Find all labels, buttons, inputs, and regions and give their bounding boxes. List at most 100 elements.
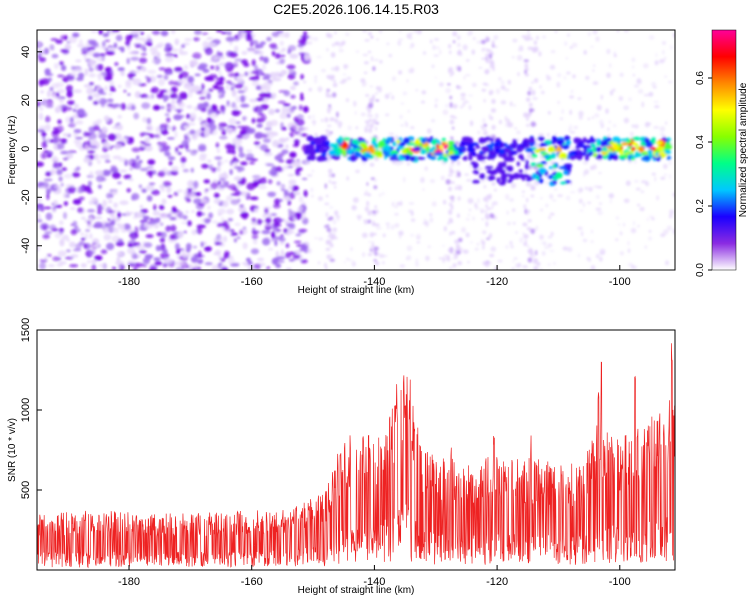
heatmap-faint-blob: [615, 216, 620, 220]
heatmap-noise-blob: [238, 35, 244, 39]
heatmap-noise-blob: [73, 129, 82, 134]
heatmap-noise-blob: [175, 266, 185, 270]
heatmap-faint-blob: [415, 89, 419, 92]
heatmap-noise-blob: [116, 252, 123, 255]
heatmap-noise-blob: [233, 45, 239, 53]
heatmap-noise-blob: [282, 103, 291, 107]
heatmap-noise-blob: [236, 125, 246, 129]
heatmap-noise-blob: [220, 217, 225, 223]
heatmap-faint-blob: [338, 48, 344, 53]
heatmap-streak-blob: [374, 205, 378, 209]
heatmap-faint-blob: [623, 117, 630, 124]
heatmap-signal-blob: [307, 144, 315, 148]
heatmap-noise-blob: [52, 209, 56, 213]
heatmap-signal-blob: [436, 143, 440, 149]
heatmap-streak-blob: [485, 221, 489, 227]
heatmap-noise-blob: [200, 107, 207, 113]
heatmap-faint-blob: [583, 171, 586, 177]
heatmap-faint-blob: [467, 31, 471, 37]
heatmap-streak-blob: [455, 243, 460, 250]
heatmap-noise-blob: [219, 184, 226, 189]
heatmap-noise-blob: [37, 245, 41, 252]
heatmap-noise-blob: [144, 137, 151, 145]
heatmap-noise-blob: [167, 156, 176, 161]
heatmap-faint-blob: [533, 180, 540, 186]
heatmap-faint-blob: [424, 166, 429, 171]
heatmap-faint-blob: [623, 105, 630, 111]
heatmap-signal-blob: [568, 153, 575, 157]
heatmap-signal-blob: [338, 136, 343, 143]
heatmap-signal-blob: [565, 139, 571, 147]
heatmap-noise-blob: [146, 117, 152, 125]
heatmap-noise-blob: [213, 198, 222, 204]
heatmap-faint-blob: [645, 181, 650, 187]
heatmap-noise-blob: [56, 88, 65, 94]
heatmap-noise-blob: [135, 211, 144, 218]
heatmap-noise-blob: [184, 38, 193, 42]
heatmap-noise-blob: [240, 211, 249, 219]
heatmap-faint-blob: [661, 41, 667, 45]
heatmap-y-tick-label: -40: [20, 238, 32, 254]
heatmap-noise-blob: [37, 101, 41, 108]
heatmap-streak-blob: [485, 204, 488, 208]
heatmap-faint-blob: [582, 202, 586, 208]
heatmap-noise-blob: [257, 50, 264, 56]
heatmap-signal-blob: [507, 179, 513, 184]
heatmap-faint-blob: [663, 173, 668, 177]
heatmap-faint-blob: [395, 161, 401, 166]
heatmap-faint-blob: [361, 232, 368, 239]
heatmap-noise-blob: [131, 193, 140, 201]
heatmap-noise-blob: [99, 154, 107, 159]
heatmap-signal-blob: [530, 162, 536, 167]
heatmap-noise-blob: [76, 108, 86, 117]
heatmap-faint-blob: [672, 231, 675, 235]
heatmap-noise-blob: [139, 204, 144, 209]
heatmap-signal-blob: [612, 136, 621, 143]
heatmap-streak-blob: [449, 102, 453, 108]
heatmap-faint-blob: [557, 73, 562, 78]
heatmap-streak-blob: [457, 85, 462, 90]
heatmap-noise-blob: [270, 119, 279, 127]
heatmap-streak-blob: [485, 58, 490, 64]
heatmap-faint-blob: [579, 187, 583, 193]
heatmap-signal-blob: [631, 147, 636, 151]
heatmap-noise-blob: [97, 73, 103, 79]
heatmap-faint-blob: [578, 115, 583, 120]
heatmap-streak-blob: [482, 240, 486, 246]
heatmap-faint-blob: [406, 79, 409, 83]
heatmap-x-tick-label: -140: [363, 276, 385, 288]
heatmap-noise-blob: [285, 137, 290, 142]
heatmap-streak-blob: [486, 237, 490, 240]
heatmap-noise-blob: [268, 179, 273, 185]
heatmap-noise-blob: [46, 137, 50, 144]
heatmap-noise-blob: [46, 254, 52, 257]
heatmap-noise-blob: [149, 126, 153, 131]
heatmap-faint-blob: [460, 97, 466, 101]
heatmap-faint-blob: [456, 42, 461, 48]
heatmap-noise-blob: [103, 115, 110, 122]
heatmap-faint-blob: [339, 121, 342, 128]
heatmap-noise-blob: [66, 239, 71, 242]
heatmap-noise-blob: [291, 185, 299, 192]
heatmap-faint-blob: [517, 48, 524, 52]
heatmap-faint-blob: [344, 64, 347, 70]
heatmap-noise-blob: [89, 233, 93, 240]
heatmap-noise-blob: [51, 158, 60, 162]
heatmap-faint-blob: [431, 119, 436, 123]
heatmap-noise-blob: [237, 138, 243, 144]
heatmap-faint-blob: [361, 160, 367, 166]
heatmap-streak-blob: [448, 186, 452, 192]
heatmap-faint-blob: [394, 223, 400, 228]
heatmap-faint-blob: [306, 55, 312, 61]
heatmap-faint-blob: [497, 259, 503, 263]
heatmap-faint-blob: [400, 161, 405, 164]
heatmap-faint-blob: [313, 120, 316, 127]
heatmap-noise-blob: [78, 196, 85, 201]
heatmap-noise-blob: [208, 164, 214, 170]
heatmap-faint-blob: [382, 233, 386, 238]
heatmap-faint-blob: [668, 173, 672, 180]
heatmap-streak-blob: [523, 242, 527, 247]
heatmap-faint-blob: [312, 114, 315, 120]
heatmap-noise-blob: [301, 126, 309, 131]
heatmap-faint-blob: [600, 94, 603, 100]
